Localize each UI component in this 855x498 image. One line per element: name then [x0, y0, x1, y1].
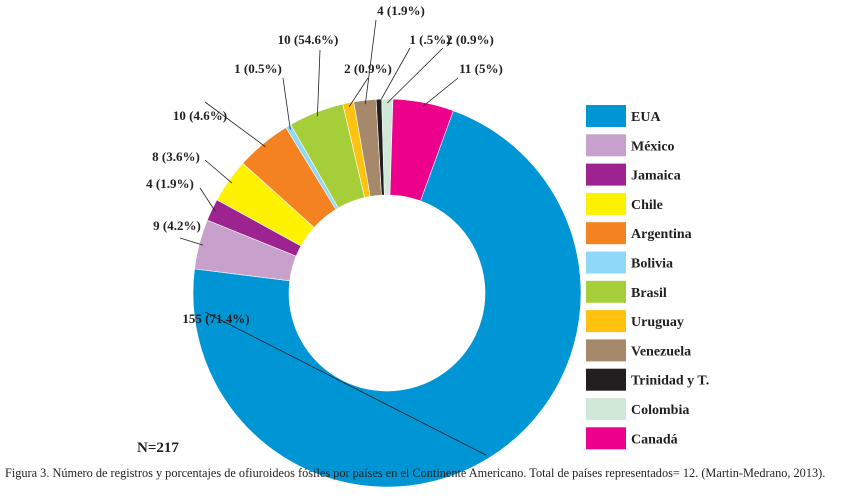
data-label-0: 155 (71.4%)	[182, 311, 249, 326]
leader-line-1	[179, 237, 204, 246]
slice-0	[192, 110, 582, 488]
legend-swatch-9	[586, 368, 626, 391]
data-label-9: 1 (.5%)	[409, 32, 450, 47]
leader-line-4	[204, 101, 266, 148]
legend-label-9: Trinidad y T.	[631, 374, 709, 389]
legend-swatch-0	[586, 105, 626, 127]
leader-line-6	[317, 49, 321, 117]
legend-label-10: Colombia	[631, 403, 689, 418]
legend-label-7: Uruguay	[631, 315, 684, 330]
leader-line-8	[364, 19, 377, 105]
legend-label-6: Brasil	[631, 286, 667, 301]
legend-label-5: Bolivia	[631, 257, 673, 272]
leader-line-9	[378, 47, 411, 104]
legend-swatch-1	[586, 134, 626, 157]
leader-line-11	[422, 77, 459, 107]
total-label: N=217	[137, 440, 179, 456]
legend-swatch-4	[586, 222, 626, 245]
legend-label-1: México	[631, 139, 675, 154]
data-label-3: 8 (3.6%)	[152, 149, 200, 164]
legend-swatch-6	[586, 280, 626, 303]
leader-line-0	[204, 311, 487, 456]
legend-label-0: EUA	[631, 110, 661, 125]
data-label-5: 1 (0.5%)	[234, 61, 282, 76]
leader-line-3	[204, 159, 233, 184]
data-label-11: 11 (5%)	[459, 61, 503, 76]
legend-swatch-7	[586, 310, 626, 333]
legend-swatch-3	[586, 192, 626, 215]
legend-label-2: Jamaica	[631, 169, 681, 184]
leader-line-10	[387, 47, 444, 104]
leader-line-5	[282, 77, 291, 130]
leader-line-7	[348, 77, 369, 108]
legend-swatch-8	[586, 339, 626, 362]
legend-label-8: Venezuela	[631, 344, 691, 359]
data-label-8: 4 (1.9%)	[377, 3, 425, 18]
legend-swatch-2	[586, 163, 626, 186]
leader-line-2	[199, 187, 216, 212]
slice-11	[389, 98, 454, 202]
data-label-6: 10 (54.6%)	[278, 32, 339, 47]
legend-swatch-10	[586, 398, 626, 420]
data-label-10: 2 (0.9%)	[446, 32, 494, 47]
legend-swatch-5	[586, 251, 626, 274]
data-label-7: 2 (0.9%)	[344, 61, 392, 76]
data-label-2: 4 (1.9%)	[146, 176, 194, 191]
legend-label-3: Chile	[631, 198, 663, 213]
legend-label-4: Argentina	[631, 227, 692, 242]
figure-caption: Figura 3. Número de registros y porcenta…	[5, 466, 826, 480]
data-label-4: 10 (4.6%)	[173, 108, 227, 123]
legend-label-11: Canadá	[631, 432, 678, 447]
legend-swatch-11	[586, 427, 626, 450]
data-label-1: 9 (4.2%)	[153, 218, 201, 233]
